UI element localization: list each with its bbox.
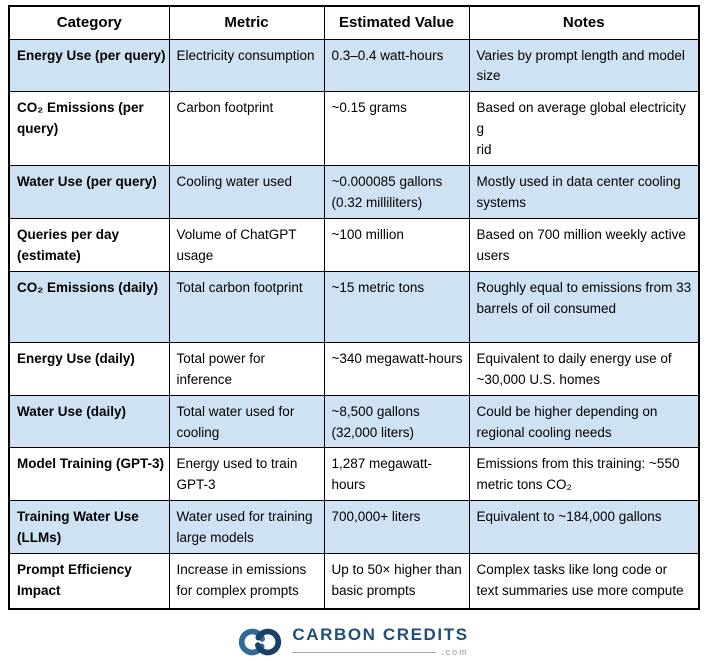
logo-underline bbox=[292, 652, 437, 654]
cell-notes: Varies by prompt length and model size bbox=[468, 38, 700, 93]
cell-notes: Equivalent to daily energy use of ~30,00… bbox=[468, 341, 700, 396]
cell-notes: Emissions from this training: ~550 metri… bbox=[468, 447, 700, 502]
cell-value: ~0.000085 gallons (0.32 milliliters) bbox=[323, 165, 470, 219]
cell-category: Prompt Efficiency Impact bbox=[8, 553, 170, 610]
cell-value: 700,000+ liters bbox=[323, 500, 470, 555]
table-row: Prompt Efficiency Impact Increase in emi… bbox=[8, 553, 700, 610]
cell-metric: Total carbon footprint bbox=[168, 270, 325, 343]
cell-category: CO₂ Emissions (per query) bbox=[8, 91, 170, 167]
col-header-estimated-value: Estimated Value bbox=[323, 5, 470, 40]
table-row: Water Use (daily) Total water used for c… bbox=[8, 394, 700, 449]
cell-metric: Electricity consumption bbox=[168, 38, 325, 93]
cell-metric: Carbon footprint bbox=[168, 91, 325, 167]
table-row: Model Training (GPT-3) Energy used to tr… bbox=[8, 447, 700, 502]
cell-value: ~100 million bbox=[323, 217, 470, 272]
table-row: CO₂ Emissions (per query) Carbon footpri… bbox=[8, 91, 700, 167]
cell-category: Water Use (per query) bbox=[8, 165, 170, 219]
table-row: CO₂ Emissions (daily) Total carbon footp… bbox=[8, 270, 700, 343]
cell-metric: Cooling water used bbox=[168, 165, 325, 219]
cell-category: Model Training (GPT-3) bbox=[8, 447, 170, 502]
carbon-credits-logo-icon bbox=[237, 623, 283, 661]
cell-metric: Increase in emissions for complex prompt… bbox=[168, 553, 325, 610]
logo-text-block: CARBON CREDITS .com bbox=[292, 626, 468, 657]
cell-metric: Volume of ChatGPT usage bbox=[168, 217, 325, 272]
brand-name: CARBON CREDITS bbox=[292, 625, 469, 645]
table-row: Energy Use (daily) Total power for infer… bbox=[8, 341, 700, 396]
cell-notes: Mostly used in data center cooling syste… bbox=[468, 165, 700, 219]
cell-metric: Energy used to train GPT-3 bbox=[168, 447, 325, 502]
cell-value: 0.3–0.4 watt-hours bbox=[323, 38, 470, 93]
cell-value: ~340 megawatt-hours bbox=[323, 341, 470, 396]
cell-metric: Total water used for cooling bbox=[168, 394, 325, 449]
impact-table: Category Metric Estimated Value Notes En… bbox=[8, 5, 700, 610]
cell-category: Training Water Use (LLMs) bbox=[8, 500, 170, 555]
cell-value: Up to 50× higher than basic prompts bbox=[323, 553, 470, 610]
cell-value: 1,287 megawatt-hours bbox=[323, 447, 470, 502]
cell-notes: Roughly equal to emissions from 33 barre… bbox=[468, 270, 700, 343]
brand-domain: .com bbox=[441, 647, 469, 658]
cell-notes: Equivalent to ~184,000 gallons bbox=[468, 500, 700, 555]
cell-category: CO₂ Emissions (daily) bbox=[8, 270, 170, 343]
cell-value: ~15 metric tons bbox=[323, 270, 470, 343]
table-row: Water Use (per query) Cooling water used… bbox=[8, 165, 700, 219]
cell-category: Queries per day (estimate) bbox=[8, 217, 170, 272]
cell-category: Energy Use (per query) bbox=[8, 38, 170, 93]
cell-value: ~0.15 grams bbox=[323, 91, 470, 167]
header-row: Category Metric Estimated Value Notes bbox=[8, 5, 700, 40]
footer-logo: CARBON CREDITS .com bbox=[8, 623, 698, 661]
cell-notes: Based on average global electricity g ri… bbox=[468, 91, 700, 167]
cell-notes: Could be higher depending on regional co… bbox=[468, 394, 700, 449]
col-header-category: Category bbox=[8, 5, 170, 40]
table-row: Queries per day (estimate) Volume of Cha… bbox=[8, 217, 700, 272]
infographic-page: Category Metric Estimated Value Notes En… bbox=[8, 5, 700, 657]
table-row: Energy Use (per query) Electricity consu… bbox=[8, 38, 700, 93]
cell-category: Energy Use (daily) bbox=[8, 341, 170, 396]
cell-notes: Complex tasks like long code or text sum… bbox=[468, 553, 700, 610]
cell-category: Water Use (daily) bbox=[8, 394, 170, 449]
cell-metric: Water used for training large models bbox=[168, 500, 325, 555]
col-header-notes: Notes bbox=[468, 5, 700, 40]
col-header-metric: Metric bbox=[168, 5, 325, 40]
cell-metric: Total power for inference bbox=[168, 341, 325, 396]
brand-underline: .com bbox=[292, 648, 468, 657]
cell-notes: Based on 700 million weekly active users bbox=[468, 217, 700, 272]
cell-value: ~8,500 gallons (32,000 liters) bbox=[323, 394, 470, 449]
table-row: Training Water Use (LLMs) Water used for… bbox=[8, 500, 700, 555]
